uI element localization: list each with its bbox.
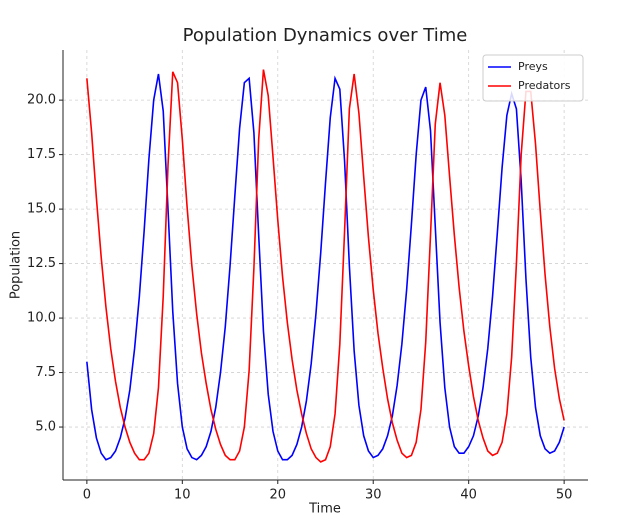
- x-tick-label: 30: [365, 488, 382, 503]
- y-tick-label: 20.0: [27, 93, 56, 108]
- legend-label: Predators: [518, 79, 571, 92]
- series-line: [86, 69, 565, 463]
- legend-label: Preys: [518, 60, 548, 73]
- y-tick-label: 12.5: [27, 256, 56, 271]
- x-tick-label: 20: [269, 488, 286, 503]
- x-tick-label: 50: [556, 488, 573, 503]
- x-tick-label: 40: [460, 488, 477, 503]
- x-axis-label: Time: [308, 502, 341, 517]
- y-tick-label: 10.0: [27, 311, 56, 326]
- y-axis-label: Population: [9, 231, 24, 299]
- y-tick-label: 17.5: [27, 147, 56, 162]
- y-tick-label: 5.0: [35, 420, 56, 435]
- x-tick-label: 0: [83, 488, 91, 503]
- y-tick-label: 15.0: [27, 202, 56, 217]
- series-line: [86, 73, 565, 461]
- x-tick-label: 10: [174, 488, 191, 503]
- chart-title: Population Dynamics over Time: [183, 25, 468, 46]
- y-tick-label: 7.5: [35, 365, 56, 380]
